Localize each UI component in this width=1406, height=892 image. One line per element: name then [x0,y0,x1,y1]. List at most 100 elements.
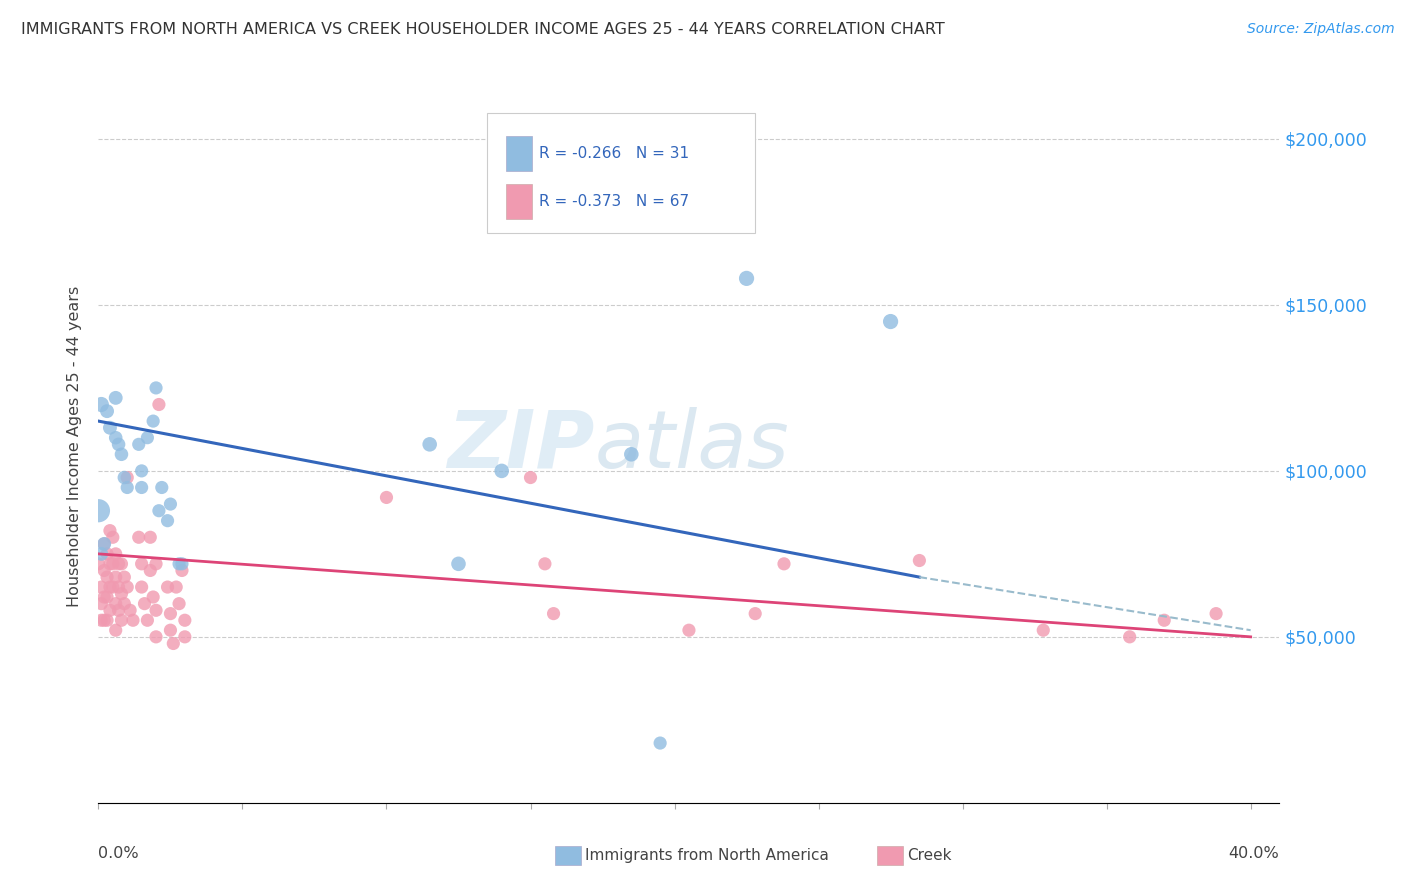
Point [162,636,184,650]
Point [115,470,138,484]
Point [98,421,121,435]
Point [93,537,115,551]
Text: Immigrants from North America: Immigrants from North America [585,848,828,863]
Text: R = -0.373   N = 67: R = -0.373 N = 67 [538,194,689,209]
Point [142,590,165,604]
Text: 40.0%: 40.0% [1229,846,1279,861]
Point [107,437,129,451]
Point [98,603,121,617]
Point [159,607,181,621]
Point [112,470,135,484]
Point [145,630,167,644]
Point [156,580,179,594]
Point [98,524,121,538]
Point [107,580,129,594]
Point [115,481,138,495]
Text: Creek: Creek [907,848,952,863]
Point [112,597,135,611]
Point [96,590,118,604]
Point [650,736,672,750]
Point [148,397,170,411]
Point [173,630,195,644]
Point [620,447,643,461]
Point [98,557,121,571]
Point [131,481,153,495]
Point [112,570,135,584]
Point [131,580,153,594]
Point [131,464,153,478]
Text: ZIP: ZIP [447,407,595,485]
Point [110,587,132,601]
Point [110,447,132,461]
Point [159,497,181,511]
Point [104,570,127,584]
Text: 0.0%: 0.0% [98,846,139,861]
Point [150,481,173,495]
Text: R = -0.266   N = 31: R = -0.266 N = 31 [538,146,689,161]
Point [678,624,700,638]
Point [491,464,513,478]
Point [1205,607,1227,621]
Point [128,530,150,544]
Point [90,613,112,627]
Point [534,557,557,571]
Point [134,597,156,611]
Point [115,580,138,594]
Point [1118,630,1140,644]
Point [142,414,165,428]
Point [90,580,112,594]
Point [170,564,193,578]
Point [101,580,124,594]
Point [165,580,187,594]
Point [107,603,129,617]
Point [139,564,162,578]
Point [93,564,115,578]
Point [139,530,162,544]
Point [90,597,112,611]
Point [87,557,110,571]
Point [96,547,118,561]
Point [136,613,159,627]
Point [122,613,145,627]
Point [1153,613,1175,627]
Point [159,624,181,638]
Point [110,613,132,627]
Point [87,504,110,518]
Point [375,491,398,505]
Point [170,557,193,571]
Point [1032,624,1054,638]
Point [101,557,124,571]
Point [104,624,127,638]
Point [735,271,758,285]
Point [908,553,931,567]
Point [879,314,901,328]
Point [101,530,124,544]
Point [744,607,766,621]
Point [156,514,179,528]
Point [90,547,112,561]
Point [90,397,112,411]
Text: atlas: atlas [595,407,789,485]
Point [96,404,118,418]
Point [110,557,132,571]
Point [131,557,153,571]
Point [419,437,441,451]
Point [136,431,159,445]
Point [107,557,129,571]
Point [96,613,118,627]
Point [145,557,167,571]
Point [519,470,541,484]
Point [773,557,796,571]
Point [173,613,195,627]
Point [104,391,127,405]
Text: Source: ZipAtlas.com: Source: ZipAtlas.com [1247,22,1395,37]
Text: IMMIGRANTS FROM NORTH AMERICA VS CREEK HOUSEHOLDER INCOME AGES 25 - 44 YEARS COR: IMMIGRANTS FROM NORTH AMERICA VS CREEK H… [21,22,945,37]
Point [145,381,167,395]
Point [145,603,167,617]
Point [93,537,115,551]
Point [120,603,142,617]
Point [543,607,565,621]
Point [93,613,115,627]
Point [148,504,170,518]
Point [167,557,190,571]
